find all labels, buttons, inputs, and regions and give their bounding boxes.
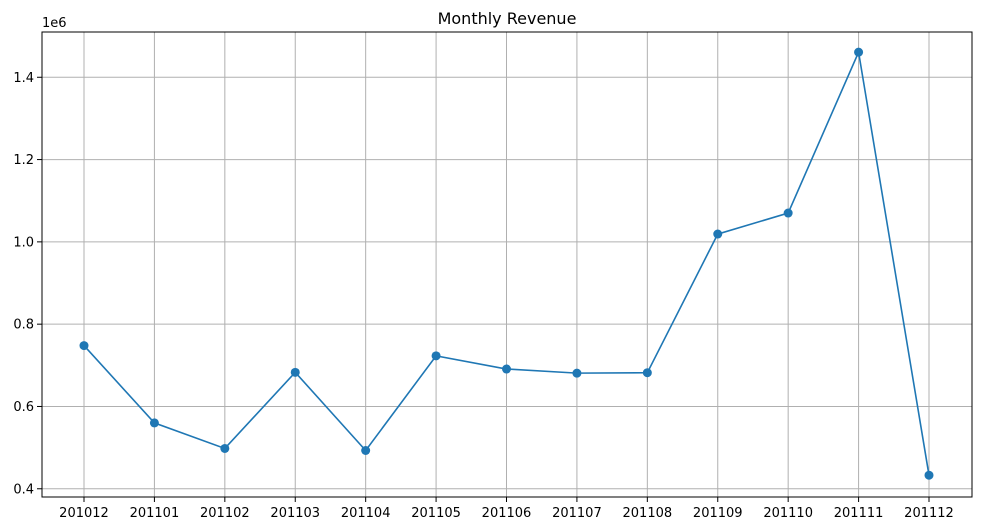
data-point — [79, 341, 89, 351]
x-tick-label: 201108 — [623, 506, 673, 521]
x-tick-label: 201109 — [693, 506, 743, 521]
y-tick-label: 1.2 — [13, 153, 34, 168]
y-tick-label: 0.6 — [13, 400, 34, 415]
x-tick-label: 201102 — [200, 506, 250, 521]
x-tick-label: 201104 — [341, 506, 391, 521]
y-axis: 0.4 0.6 0.8 1.0 1.2 1.4 — [13, 71, 42, 497]
x-tick-label: 201112 — [904, 506, 954, 521]
y-tick-label: 0.4 — [13, 482, 34, 497]
y-axis-offset-label: 1e6 — [42, 16, 67, 31]
data-point — [642, 368, 652, 378]
chart-title: Monthly Revenue — [438, 9, 577, 28]
x-tick-label: 201101 — [130, 506, 180, 521]
x-tick-label: 201111 — [834, 506, 884, 521]
series-layer — [79, 47, 934, 480]
y-tick-label: 1.0 — [13, 235, 34, 250]
y-tick-label: 1.4 — [13, 71, 34, 86]
x-tick-label: 201105 — [411, 506, 461, 521]
data-point — [572, 368, 582, 378]
data-point — [502, 364, 511, 374]
data-point — [431, 351, 441, 361]
data-point — [713, 229, 723, 239]
grid-lines — [42, 32, 972, 497]
data-point — [149, 418, 159, 428]
y-tick-label: 0.8 — [13, 318, 34, 333]
x-tick-label: 201107 — [552, 506, 602, 521]
x-axis: 201012 201101 201102 201103 201104 201105 2011… — [59, 497, 954, 521]
data-point — [783, 208, 793, 218]
data-point — [924, 470, 934, 480]
data-point — [361, 446, 371, 455]
x-tick-label: 201012 — [59, 506, 109, 521]
x-tick-label: 201103 — [270, 506, 320, 521]
x-tick-label: 201106 — [482, 506, 532, 521]
data-point — [854, 47, 864, 57]
data-point — [220, 443, 230, 453]
x-tick-label: 201110 — [763, 506, 813, 521]
data-point — [290, 367, 300, 377]
